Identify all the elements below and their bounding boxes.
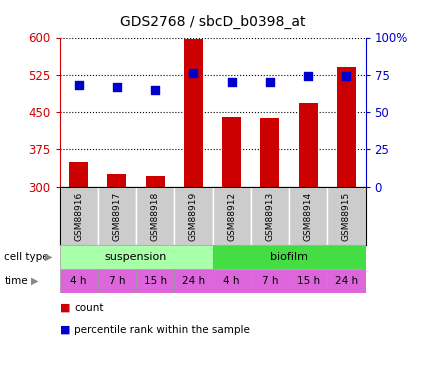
- Bar: [174, 187, 212, 245]
- Text: 15 h: 15 h: [297, 276, 320, 286]
- Text: 4 h: 4 h: [224, 276, 240, 286]
- Text: count: count: [74, 303, 104, 312]
- Text: GSM88917: GSM88917: [112, 191, 122, 241]
- Text: GSM88914: GSM88914: [303, 191, 313, 241]
- Text: GSM88918: GSM88918: [150, 191, 160, 241]
- Bar: [212, 245, 366, 269]
- Bar: [337, 68, 356, 187]
- Text: cell type: cell type: [4, 252, 49, 262]
- Bar: [60, 245, 212, 269]
- Text: percentile rank within the sample: percentile rank within the sample: [74, 325, 250, 335]
- Bar: [98, 187, 136, 245]
- Bar: [136, 269, 174, 292]
- Text: ▶: ▶: [31, 276, 39, 286]
- Text: 7 h: 7 h: [109, 276, 125, 286]
- Bar: [60, 269, 98, 292]
- Point: [266, 79, 273, 85]
- Text: 7 h: 7 h: [262, 276, 278, 286]
- Text: suspension: suspension: [105, 252, 167, 262]
- Text: GSM88912: GSM88912: [227, 191, 236, 241]
- Text: ■: ■: [60, 325, 70, 335]
- Text: biofilm: biofilm: [270, 252, 308, 262]
- Point: [113, 84, 120, 90]
- Text: 24 h: 24 h: [335, 276, 358, 286]
- Bar: [69, 162, 88, 187]
- Bar: [298, 103, 317, 187]
- Bar: [107, 174, 127, 187]
- Bar: [260, 118, 280, 187]
- Bar: [98, 269, 136, 292]
- Point: [305, 73, 312, 79]
- Text: GSM88919: GSM88919: [189, 191, 198, 241]
- Bar: [222, 117, 241, 187]
- Bar: [174, 269, 212, 292]
- Bar: [184, 39, 203, 187]
- Text: GSM88913: GSM88913: [265, 191, 275, 241]
- Text: ■: ■: [60, 303, 70, 312]
- Point: [75, 82, 82, 88]
- Bar: [289, 269, 327, 292]
- Text: time: time: [4, 276, 28, 286]
- Point: [190, 70, 197, 76]
- Point: [152, 87, 159, 93]
- Text: 24 h: 24 h: [182, 276, 205, 286]
- Bar: [251, 187, 289, 245]
- Text: GSM88916: GSM88916: [74, 191, 83, 241]
- Bar: [136, 187, 174, 245]
- Bar: [251, 269, 289, 292]
- Bar: [327, 269, 366, 292]
- Text: GDS2768 / sbcD_b0398_at: GDS2768 / sbcD_b0398_at: [120, 15, 305, 29]
- Text: GSM88915: GSM88915: [342, 191, 351, 241]
- Bar: [212, 187, 251, 245]
- Bar: [145, 176, 164, 187]
- Text: ▶: ▶: [45, 252, 52, 262]
- Bar: [212, 269, 251, 292]
- Text: 15 h: 15 h: [144, 276, 167, 286]
- Bar: [327, 187, 366, 245]
- Bar: [289, 187, 327, 245]
- Point: [228, 79, 235, 85]
- Point: [343, 73, 350, 79]
- Text: 4 h: 4 h: [71, 276, 87, 286]
- Bar: [60, 187, 98, 245]
